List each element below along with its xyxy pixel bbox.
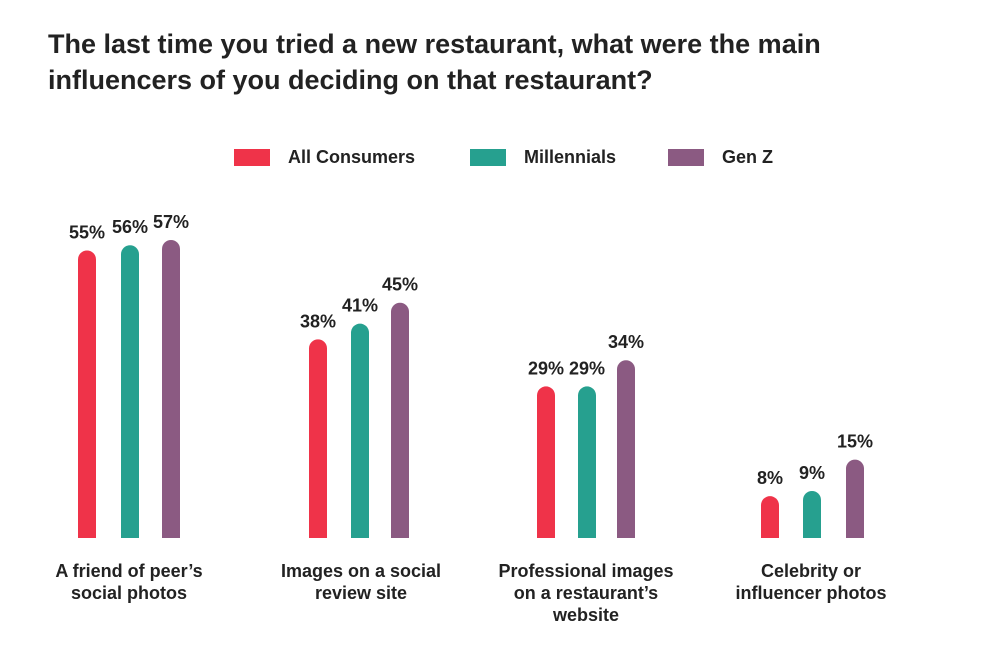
legend-label-gen-z: Gen Z (722, 146, 774, 167)
bar-millennials-3 (803, 490, 821, 538)
bar-all-consumers-2 (537, 386, 555, 538)
legend-swatch-millennials (470, 148, 506, 166)
category-label-0: A friend of peer’s social photos (55, 561, 202, 603)
value-label-all-consumers-1: 38% (300, 311, 336, 331)
value-label-millennials-0: 56% (112, 217, 148, 237)
legend-swatch-gen-z (668, 148, 704, 166)
category-label-2: Professional images on a restaurant’s webs… (498, 561, 673, 625)
legend-item-millennials: Millennials (470, 145, 616, 169)
category-label-3: Celebrity or influencer photos (735, 561, 886, 603)
bar-millennials-2 (578, 386, 596, 538)
value-label-all-consumers-0: 55% (69, 222, 105, 242)
value-label-millennials-3: 9% (799, 463, 825, 483)
value-label-gen-z-2: 34% (608, 332, 644, 352)
value-label-millennials-1: 41% (342, 296, 378, 316)
legend-item-all-consumers: All Consumers (234, 145, 415, 169)
category-label-1: Images on a social review site (281, 561, 441, 603)
chart-title: The last time you tried a new restaurant… (48, 29, 821, 95)
legend-label-all-consumers: All Consumers (288, 146, 416, 167)
bar-all-consumers-3 (761, 496, 779, 538)
bar-gen-z-1 (391, 302, 409, 538)
bar-gen-z-0 (162, 240, 180, 538)
legend: All Consumers Millennials Gen Z (0, 145, 989, 169)
value-label-all-consumers-3: 8% (757, 468, 783, 488)
value-label-all-consumers-2: 29% (528, 358, 564, 378)
bar-all-consumers-1 (309, 339, 327, 538)
value-label-millennials-2: 29% (569, 358, 605, 378)
bar-gen-z-3 (846, 459, 864, 538)
bar-gen-z-2 (617, 360, 635, 538)
legend-label-millennials: Millennials (524, 146, 617, 167)
value-label-gen-z-0: 57% (153, 212, 189, 232)
bar-millennials-0 (121, 245, 139, 538)
value-label-gen-z-3: 15% (837, 432, 873, 452)
legend-swatch-all-consumers (234, 148, 270, 166)
bar-millennials-1 (351, 323, 369, 538)
value-label-gen-z-1: 45% (382, 275, 418, 295)
bar-all-consumers-0 (78, 250, 96, 538)
legend-item-gen-z: Gen Z (668, 145, 773, 169)
